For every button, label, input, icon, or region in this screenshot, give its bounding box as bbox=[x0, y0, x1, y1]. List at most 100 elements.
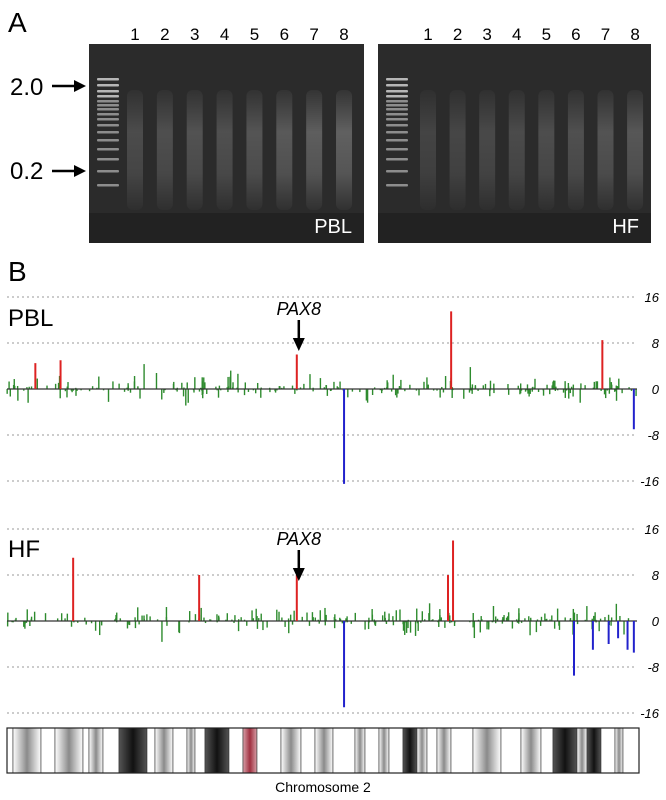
lane-number: 8 bbox=[339, 25, 348, 44]
lane-smear bbox=[186, 90, 203, 210]
arrow-down-icon bbox=[292, 550, 305, 581]
chromosome-band bbox=[314, 727, 334, 774]
gel-label: PBL bbox=[314, 216, 352, 238]
ladder-band bbox=[386, 124, 408, 127]
chromosome-band bbox=[426, 727, 438, 774]
chromosome-band bbox=[194, 727, 206, 774]
chromosome-band bbox=[576, 727, 588, 774]
arrow-down-icon bbox=[292, 320, 305, 351]
chromosome-band bbox=[40, 727, 56, 774]
y-tick-label: -8 bbox=[647, 660, 659, 675]
centromere-band bbox=[242, 727, 258, 774]
y-tick-label: 16 bbox=[645, 290, 660, 305]
chromosome-band bbox=[146, 727, 156, 774]
lane-smear bbox=[538, 90, 555, 210]
ladder-band bbox=[97, 90, 119, 93]
chromosome-band bbox=[450, 727, 474, 774]
ladder-band bbox=[97, 108, 119, 111]
lane-smear bbox=[508, 90, 525, 210]
chromosome-band bbox=[378, 727, 390, 774]
chromosome-band bbox=[600, 727, 616, 774]
chromosome-band bbox=[436, 727, 452, 774]
sample-label: HF bbox=[8, 536, 40, 563]
sample-label: PBL bbox=[8, 305, 53, 332]
ladder-band bbox=[97, 184, 119, 187]
ladder-band bbox=[386, 104, 408, 107]
noise-bars bbox=[6, 364, 637, 406]
ladder-band bbox=[97, 78, 119, 81]
chromosome-band bbox=[280, 727, 302, 774]
lane-number: 4 bbox=[512, 25, 521, 44]
y-tick-label: 8 bbox=[652, 568, 660, 583]
ladder-band bbox=[386, 139, 408, 142]
ladder-band bbox=[97, 158, 119, 161]
chromosome-band bbox=[586, 727, 602, 774]
y-tick-label: -8 bbox=[647, 428, 659, 443]
ladder-band bbox=[97, 104, 119, 107]
ladder-band bbox=[97, 100, 119, 103]
ladder-band bbox=[386, 158, 408, 161]
chromosome-band bbox=[172, 727, 188, 774]
ladder-band bbox=[386, 108, 408, 111]
chromosome-outline bbox=[6, 727, 640, 774]
lane-smear bbox=[597, 90, 614, 210]
noise-bars bbox=[6, 603, 630, 642]
lane-smear bbox=[420, 90, 436, 210]
lane-smear bbox=[567, 90, 584, 210]
ladder-band bbox=[97, 124, 119, 127]
y-tick-label: 0 bbox=[652, 382, 660, 397]
lane-smear bbox=[276, 90, 293, 210]
chromosome-band bbox=[6, 727, 14, 774]
lane-number: 6 bbox=[280, 25, 289, 44]
chromosome-band bbox=[154, 727, 174, 774]
chart-hf: 16 8 0 -8 -16 HF PAX8 bbox=[6, 522, 660, 721]
y-tick-label: 8 bbox=[652, 336, 660, 351]
chromosome-band bbox=[204, 727, 230, 774]
panel-a: A 2.0 0.2 1 2 3 4 5 6 7 8 PBL 1 2 3 4 5 6 7 8 HF bbox=[8, 7, 651, 243]
ladder-band bbox=[97, 118, 119, 121]
gel-pbl: 1 2 3 4 5 6 7 8 PBL bbox=[89, 25, 364, 243]
ladder-band bbox=[386, 100, 408, 103]
ladder-band bbox=[97, 113, 119, 116]
lane-smear bbox=[156, 90, 173, 210]
ladder-band bbox=[97, 84, 119, 87]
chromosome-band bbox=[354, 727, 366, 774]
chromosome-band bbox=[186, 727, 196, 774]
ladder-band bbox=[386, 118, 408, 121]
ladder-band bbox=[386, 113, 408, 116]
lane-number: 2 bbox=[453, 25, 462, 44]
chromosome-band bbox=[82, 727, 90, 774]
lane-smear bbox=[246, 90, 263, 210]
chromosome-band bbox=[500, 727, 522, 774]
lane-number: 4 bbox=[220, 25, 229, 44]
y-tick-label: 16 bbox=[645, 522, 660, 537]
lane-smear bbox=[449, 90, 466, 210]
chromosome-band bbox=[552, 727, 578, 774]
chromosome-band bbox=[520, 727, 542, 774]
chromosome-band bbox=[416, 727, 428, 774]
chromosome-label: Chromosome 2 bbox=[275, 779, 371, 795]
chromosome-band bbox=[300, 727, 316, 774]
lane-number: 3 bbox=[482, 25, 491, 44]
lane-smear bbox=[216, 90, 233, 210]
panel-a-label: A bbox=[8, 7, 27, 38]
ladder-band bbox=[386, 131, 408, 134]
lane-number: 7 bbox=[601, 25, 610, 44]
panel-b: B 16 8 0 -8 -16 PBL PAX8 16 8 0 -8 -16 HF PAX8 Chrom… bbox=[6, 256, 660, 795]
lane-smear bbox=[627, 90, 644, 210]
chromosome-band bbox=[622, 727, 640, 774]
y-tick-label: -16 bbox=[640, 706, 660, 721]
ladder-band bbox=[386, 78, 408, 81]
lane-number: 2 bbox=[160, 25, 169, 44]
chart-pbl: 16 8 0 -8 -16 PBL PAX8 bbox=[6, 290, 660, 489]
ladder-band bbox=[97, 148, 119, 151]
lane-number: 1 bbox=[423, 25, 432, 44]
lane-smear bbox=[127, 90, 143, 210]
arrow-right-icon bbox=[52, 165, 86, 177]
lane-number: 5 bbox=[250, 25, 259, 44]
ladder-band bbox=[97, 95, 119, 98]
ladder-band bbox=[386, 184, 408, 187]
size-marker-2-0-label: 2.0 bbox=[10, 74, 43, 101]
chromosome-band bbox=[102, 727, 120, 774]
